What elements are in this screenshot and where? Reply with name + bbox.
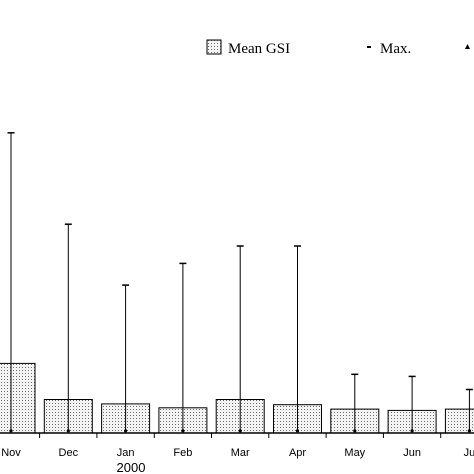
x-ticks-layer: Nov Dec Jan Feb Mar Apr May Jun Ju: [1, 433, 474, 459]
min-marker-3: [181, 429, 185, 433]
year-label: 2000: [117, 460, 146, 474]
min-marker-4: [238, 429, 242, 433]
min-marker-2: [124, 429, 128, 433]
legend-mean-label: Mean GSI: [228, 41, 290, 57]
legend-min-marker: [465, 44, 470, 49]
x-tick-label-7: Jun: [403, 447, 421, 459]
x-tick-label-4: Mar: [231, 447, 250, 459]
x-tick-label-0: Nov: [1, 447, 21, 459]
x-tick-label-2: Jan: [117, 447, 135, 459]
legend: Mean GSI Max.: [206, 39, 470, 57]
min-marker-1: [66, 429, 70, 433]
min-marker-0: [9, 429, 13, 433]
legend-max-label: Max.: [380, 41, 411, 57]
min-marker-6: [353, 429, 357, 433]
x-tick-label-8: Ju: [464, 447, 474, 459]
x-tick-label-6: May: [344, 447, 365, 459]
error-bars-layer: [7, 132, 473, 433]
min-marker-7: [410, 429, 414, 433]
legend-mean-swatch: [206, 39, 222, 55]
x-tick-label-5: Apr: [289, 447, 306, 459]
min-marker-5: [295, 429, 300, 433]
bar-mean-0: [0, 362, 36, 434]
x-tick-label-3: Feb: [173, 447, 192, 459]
x-tick-label-1: Dec: [59, 447, 79, 459]
min-marker-8: [467, 429, 471, 433]
bars-layer: [0, 362, 474, 434]
